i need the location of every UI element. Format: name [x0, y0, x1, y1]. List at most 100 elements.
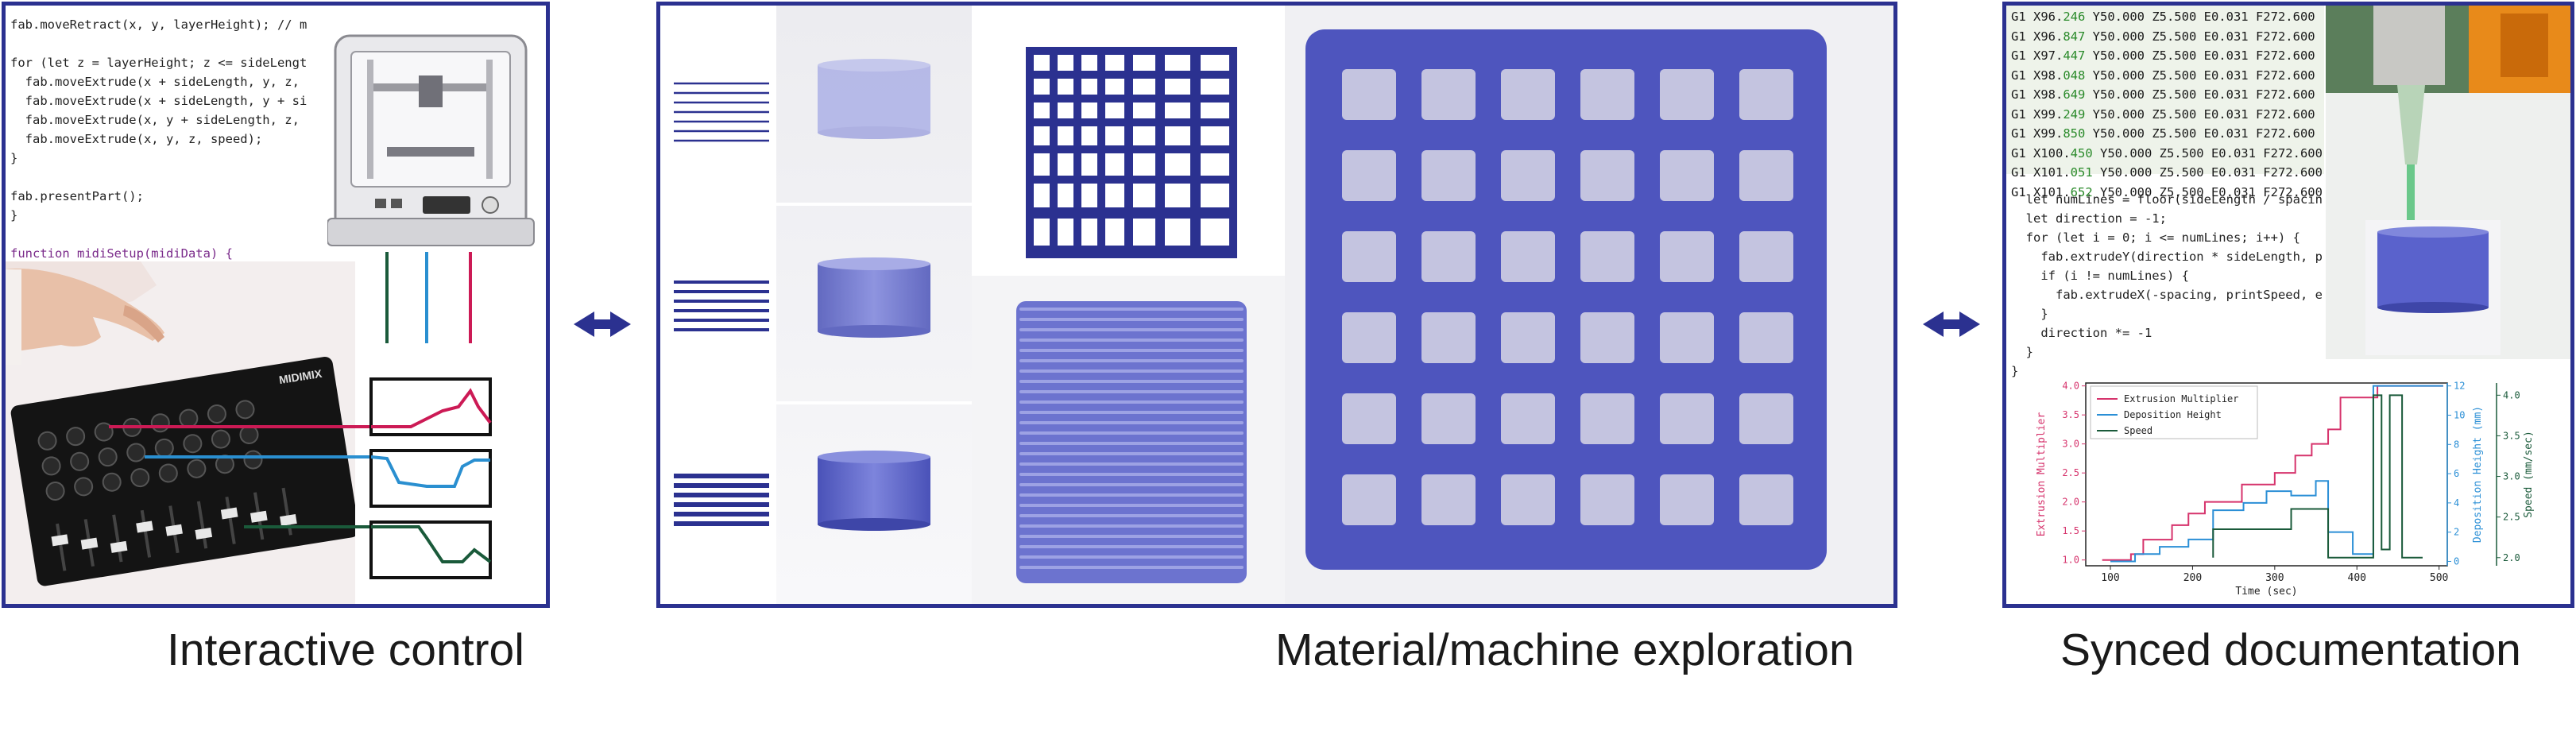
line-pattern-medium [674, 281, 769, 331]
knob-icon[interactable] [126, 443, 146, 462]
gcode-fragment: G1 X97. [2011, 48, 2064, 63]
grid-cell [1165, 126, 1190, 145]
gcode-fragment: 048 [2063, 68, 2086, 83]
series-line [2102, 385, 2443, 561]
knob-icon[interactable] [98, 447, 118, 467]
grid-cell [1201, 184, 1229, 207]
layer-ridge [1019, 370, 1244, 373]
grid-cell [1201, 219, 1229, 246]
gcode-line: G1 X101.051 Y50.000 Z5.500 E0.031 F272.6… [2011, 163, 2323, 183]
fader-track [225, 496, 236, 544]
lattice-hole [1739, 69, 1793, 120]
knob-icon[interactable] [37, 431, 57, 451]
layer-ridge [1019, 545, 1244, 548]
grid-cell [1034, 184, 1050, 207]
gcode-line: G1 X99.850 Y50.000 Z5.500 E0.031 F272.60… [2011, 124, 2323, 144]
lattice-hole [1501, 150, 1555, 201]
fader-handle[interactable] [136, 520, 153, 533]
gcode-fragment: G1 X96. [2011, 10, 2064, 24]
layer-ridge [1019, 328, 1244, 331]
y-axis-label-right2: Speed (mm/sec) [2523, 431, 2535, 518]
y-tick-label: 2.0 [2062, 497, 2079, 508]
code-line: } [10, 208, 18, 222]
knob-icon[interactable] [235, 400, 255, 420]
fader-handle[interactable] [249, 510, 268, 523]
y-tick-label: 3.5 [2062, 409, 2079, 420]
material-exploration-panel [656, 2, 1897, 608]
fader-handle[interactable] [165, 524, 183, 536]
cylinder-sparse [818, 59, 930, 139]
grid-cell [1081, 153, 1097, 176]
code-line [10, 34, 322, 53]
knob-icon[interactable] [158, 463, 178, 483]
fader-handle[interactable] [280, 514, 297, 527]
y-tick-label: 3.0 [2062, 439, 2079, 450]
y-tick-label: 4.0 [2503, 389, 2520, 400]
fader-handle[interactable] [195, 527, 213, 540]
knob-icon[interactable] [94, 422, 114, 442]
caption-material-exploration: Material/machine exploration [1275, 625, 1855, 675]
y-axis-label-left: Extrusion Multiplier [2036, 412, 2048, 537]
knob-icon[interactable] [187, 458, 207, 478]
gcode-line: G1 X99.249 Y50.000 Z5.500 E0.031 F272.60… [2011, 105, 2323, 125]
grid-cell [1201, 103, 1229, 118]
code-line: fab.extrudeY(direction * sideLength, p [2011, 250, 2323, 264]
fader-handle[interactable] [110, 540, 128, 553]
layer-ridge [1019, 566, 1244, 569]
x-tick-label: 200 [2183, 572, 2202, 584]
y-tick-label: 2 [2454, 527, 2459, 538]
code-line: fab.moveExtrude(x, y + sideLength, z, [10, 113, 300, 127]
lattice-hole [1660, 150, 1714, 201]
y-tick-label: 2.0 [2503, 552, 2520, 563]
knob-icon[interactable] [207, 404, 226, 424]
lattice-hole [1342, 312, 1396, 363]
cylinder-medium [818, 257, 930, 338]
knob-icon[interactable] [211, 429, 230, 449]
code-line: for (let i = 0; i <= numLines; i++) { [2011, 230, 2300, 245]
grid-cell [1081, 219, 1097, 246]
line-pattern-sparse [674, 82, 769, 142]
knob-icon[interactable] [130, 468, 150, 488]
knob-icon[interactable] [45, 481, 65, 501]
lattice-hole [1421, 150, 1476, 201]
grid-cell [1201, 126, 1229, 145]
gcode-fragment: 246 [2063, 10, 2086, 24]
grid-cell [1034, 79, 1050, 95]
knob-icon[interactable] [102, 472, 122, 492]
grid-cell [1058, 184, 1073, 207]
grid-cell [1081, 126, 1097, 145]
knob-icon[interactable] [74, 477, 94, 497]
gcode-fragment: Y50.000 Z5.500 E0.031 F272.600 [2092, 165, 2323, 180]
layer-ridge [1019, 308, 1244, 311]
gcode-fragment: Y50.000 Z5.500 E0.031 F272.600 [2092, 184, 2323, 199]
layer-ridge [1019, 473, 1244, 476]
gcode-fragment: G1 X101. [2011, 184, 2071, 199]
fader-handle[interactable] [220, 507, 238, 520]
code-line: fab.presentPart(); [10, 189, 144, 203]
fader-handle[interactable] [51, 534, 69, 547]
x-tick-label: 300 [2265, 572, 2284, 584]
layer-ridge [1019, 535, 1244, 538]
grid-cell [1081, 184, 1097, 207]
gcode-fragment: Y50.000 Z5.500 E0.031 F272.600 [2085, 48, 2315, 63]
lattice-hole [1501, 231, 1555, 282]
y-tick-label: 4 [2454, 497, 2459, 509]
gcode-fragment: G1 X99. [2011, 106, 2064, 122]
knob-icon[interactable] [70, 451, 90, 471]
grid-cell [1165, 219, 1190, 246]
grid-cell [1058, 55, 1073, 71]
y-tick-label: 2.5 [2503, 512, 2520, 523]
gcode-line: G1 X96.246 Y50.000 Z5.500 E0.031 F272.60… [2011, 7, 2323, 27]
layer-ridge [1019, 400, 1244, 404]
grid-cell [1133, 55, 1155, 71]
cylinder-dense [818, 451, 930, 531]
code-line: function midiSetup(midiData) { [10, 246, 233, 261]
knob-icon[interactable] [41, 456, 61, 476]
synced-documentation-panel: G1 X96.246 Y50.000 Z5.500 E0.031 F272.60… [2002, 2, 2574, 608]
knob-icon[interactable] [183, 434, 203, 454]
knob-icon[interactable] [66, 427, 86, 447]
grid-cell [1133, 126, 1155, 145]
lattice-hole [1580, 474, 1634, 525]
fader-handle[interactable] [80, 537, 99, 550]
